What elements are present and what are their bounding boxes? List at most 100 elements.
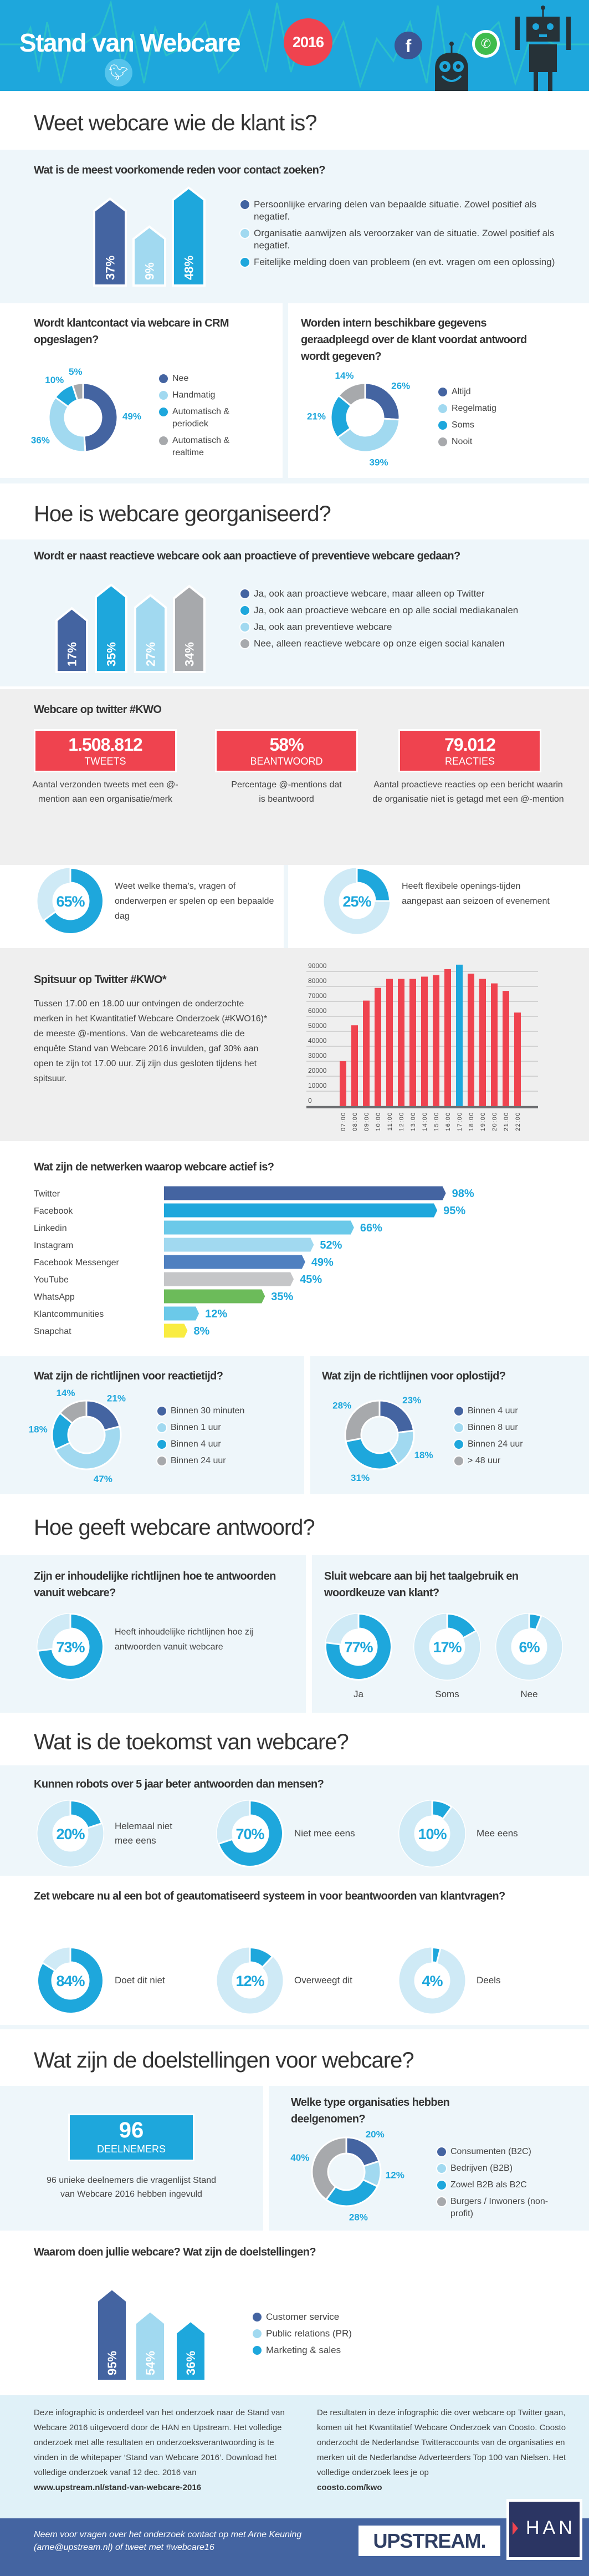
donut-segment bbox=[48, 396, 86, 453]
donut-label: Soms bbox=[435, 1689, 459, 1699]
twitter-icon: 🐦︎ bbox=[105, 59, 132, 86]
legend-item: Consumenten (B2C) bbox=[437, 2146, 565, 2158]
x-tick-label: 11:00 bbox=[387, 1112, 393, 1131]
footer-info bbox=[0, 2395, 589, 2518]
divider-strip bbox=[0, 2025, 589, 2029]
network-bar bbox=[164, 1220, 354, 1235]
network-bar bbox=[164, 1289, 265, 1304]
guidelines-donut: 73% bbox=[37, 1612, 104, 1681]
legend-item: Marketing & sales bbox=[253, 2344, 419, 2356]
bar-value-label: 17% bbox=[65, 642, 79, 666]
year-label: 2016 bbox=[292, 34, 324, 50]
bar-value-label: 27% bbox=[144, 642, 158, 666]
question-title: Kunnen robots over 5 jaar beter antwoord… bbox=[34, 1778, 324, 1790]
donut-segment bbox=[82, 382, 119, 453]
question-title: Sluit webcare aan bij het taalgebruik en… bbox=[324, 1570, 519, 1599]
year-badge: 2016 bbox=[284, 18, 332, 66]
network-percentage: 98% bbox=[452, 1188, 474, 1200]
donut-fill bbox=[356, 867, 391, 902]
han-logo-text: HAN bbox=[526, 2517, 576, 2538]
donut-segment-label: 47% bbox=[94, 1474, 112, 1484]
legend-dot-icon bbox=[454, 1440, 463, 1449]
y-tick-label: 0 bbox=[308, 1097, 312, 1104]
legend-dot-icon bbox=[437, 2164, 446, 2173]
donut-percentage: 17% bbox=[433, 1639, 462, 1656]
question-title: Zet webcare nu al een bot of geautomatis… bbox=[34, 1890, 505, 1902]
donut-segment bbox=[54, 1425, 122, 1470]
legend-label: Persoonlijke ervaring delen van bepaalde… bbox=[254, 199, 537, 222]
hour-bar bbox=[468, 974, 474, 1106]
legend-item: Binnen 24 uur bbox=[454, 1438, 565, 1450]
x-tick-label: 22:00 bbox=[515, 1112, 521, 1131]
donut-fill bbox=[528, 1612, 542, 1631]
contact-text: Neem voor vragen over het onderzoek cont… bbox=[34, 2530, 302, 2552]
arrow-bar bbox=[95, 583, 127, 673]
rush-hour-body: Tussen 17.00 en 18.00 uur ontvingen de o… bbox=[34, 999, 268, 1083]
facebook-icon: f bbox=[395, 32, 422, 59]
legend-label: Nee bbox=[172, 374, 189, 383]
legend-dot-icon bbox=[240, 258, 249, 267]
hour-bar bbox=[491, 983, 498, 1106]
network-bar bbox=[164, 1323, 188, 1338]
legend-dot-icon bbox=[438, 404, 447, 413]
network-label: Instagram bbox=[34, 1241, 73, 1250]
donut-segment-label: 31% bbox=[351, 1473, 370, 1483]
legend-label: Ja, ook aan proactieve webcare en op all… bbox=[254, 605, 519, 615]
legend-dot-icon bbox=[240, 200, 249, 209]
divider-strip bbox=[0, 478, 589, 483]
stat-reactions: 79.012 REACTIES bbox=[398, 729, 541, 772]
organisations-legend: Consumenten (B2C) Bedrijven (B2B) Zowel B2… bbox=[437, 2146, 565, 2224]
legend-item: Ja, ook aan proactieve webcare, maar all… bbox=[240, 588, 562, 600]
legend-item: Binnen 1 uur bbox=[157, 1422, 279, 1434]
legend-label: Organisatie aanwijzen als veroorzaker va… bbox=[254, 228, 555, 251]
legend-dot-icon bbox=[437, 2147, 446, 2156]
legend-item: Binnen 24 uur bbox=[157, 1455, 279, 1467]
donut-percentage: 4% bbox=[422, 1973, 443, 1989]
donut-fill bbox=[217, 1799, 284, 1867]
network-percentage: 8% bbox=[193, 1325, 209, 1337]
legend-label: Bedrijven (B2B) bbox=[450, 2163, 513, 2173]
legend-dot-icon bbox=[454, 1407, 463, 1416]
stat-value: 58% bbox=[269, 735, 304, 755]
donut-label: Niet mee eens bbox=[294, 1828, 355, 1839]
donut-percentage: 84% bbox=[56, 1973, 85, 1989]
card-divider bbox=[283, 303, 288, 483]
donut-segment bbox=[337, 382, 366, 408]
hour-bar bbox=[433, 975, 439, 1106]
y-tick-label: 70000 bbox=[308, 992, 327, 1000]
upstream-link[interactable]: www.upstream.nl/stand-van-webcare-2016 bbox=[34, 2483, 202, 2492]
legend-label: Handmatig bbox=[172, 390, 216, 400]
robot-icon bbox=[515, 6, 571, 91]
opening-hours-donut: 25% bbox=[323, 867, 391, 935]
donut-segment bbox=[345, 1437, 400, 1470]
contact-reason-bars: 37% 9% 48% bbox=[93, 186, 206, 287]
proactive-bars: 17% 35% 27% 34% bbox=[55, 583, 206, 673]
legend-item: Organisatie aanwijzen als veroorzaker va… bbox=[240, 227, 562, 252]
footer-right-text: De resultaten in deze infographic die ov… bbox=[317, 2405, 577, 2495]
bar-value-label: 95% bbox=[105, 2351, 119, 2375]
legend-label: > 48 uur bbox=[468, 1456, 501, 1465]
legend-item: Regelmatig bbox=[438, 403, 532, 415]
donut-segment-label: 23% bbox=[402, 1395, 421, 1406]
hour-bar bbox=[386, 979, 393, 1106]
upstream-logo-text: UPSTREAM. bbox=[373, 2529, 486, 2552]
legend-item: Binnen 4 uur bbox=[454, 1405, 565, 1417]
legend-item: Public relations (PR) bbox=[253, 2328, 419, 2340]
network-percentage: 35% bbox=[271, 1291, 293, 1303]
legend-label: Consumenten (B2C) bbox=[450, 2147, 531, 2156]
donut-segment-label: 26% bbox=[391, 380, 410, 391]
legend-label: Binnen 30 minuten bbox=[171, 1406, 245, 1416]
network-percentage: 95% bbox=[443, 1205, 465, 1217]
arrow-bar bbox=[93, 197, 127, 287]
donut-segment-label: 20% bbox=[366, 2129, 385, 2140]
footer-left-text: Deze infographic is onderdeel van het on… bbox=[34, 2405, 300, 2495]
legend-dot-icon bbox=[437, 2197, 446, 2206]
arrow-bar bbox=[55, 607, 88, 673]
network-label: WhatsApp bbox=[34, 1292, 75, 1302]
donut-percentage: 65% bbox=[56, 893, 85, 910]
donut-percentage: 20% bbox=[56, 1826, 85, 1842]
donut-segment-label: 18% bbox=[29, 1424, 48, 1434]
hour-bar bbox=[514, 1012, 521, 1106]
question-title: Wat zijn de richtlijnen voor reactietijd… bbox=[34, 1370, 223, 1382]
coosto-link[interactable]: coosto.com/kwo bbox=[317, 2483, 382, 2492]
